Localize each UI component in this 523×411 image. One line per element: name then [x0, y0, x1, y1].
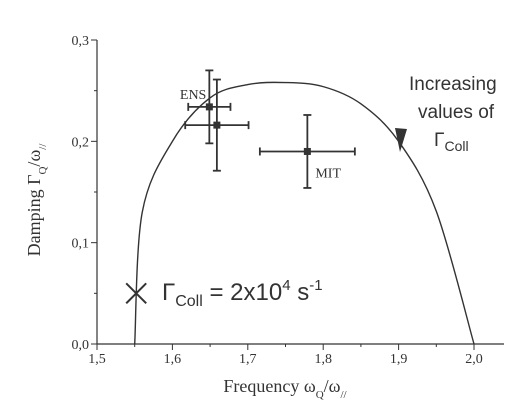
x-axis-title-main: Frequency ω	[223, 376, 315, 396]
increasing-line1: Increasing	[409, 74, 497, 95]
x-axis-title-sub1: Q	[316, 389, 324, 401]
x-axis-title-sep: /ω	[324, 376, 341, 396]
y-axis-title-sub2: //	[37, 143, 49, 150]
increasing-gamma: Γ	[434, 130, 444, 151]
point-label: ENS	[180, 88, 206, 103]
gamma-unit: s	[291, 279, 310, 306]
y-tick-label: 0,3	[72, 34, 90, 49]
chart-axes-layer: 1,5 1,6 1,7 1,8 1,9 2,0 0,0 0,1 0,2 0,3	[72, 34, 504, 367]
x-tick-label: 1,5	[88, 352, 106, 367]
gamma-symbol: Γ	[162, 279, 175, 306]
y-tick-label: 0,0	[72, 338, 90, 353]
y-tick-label: 0,1	[72, 237, 90, 252]
chart-curve-layer	[134, 81, 475, 345]
x-tick-label: 1,8	[314, 352, 332, 367]
y-axis-title-sub1: Q	[37, 167, 49, 175]
data-point	[205, 103, 213, 111]
gamma-exponent: 4	[282, 277, 290, 294]
gamma-unit-exponent: -1	[309, 277, 322, 294]
gamma-coll-annotation: ΓColl = 2x104 s-1	[162, 277, 323, 310]
x-tick-label: 1,6	[164, 352, 182, 367]
x-marker	[125, 282, 147, 305]
increasing-gamma-sub: Coll	[444, 138, 468, 154]
damping-curve	[134, 81, 475, 345]
x-tick-label: 1,9	[390, 352, 408, 367]
y-tick-label: 0,2	[72, 135, 90, 150]
x-tick-label: 2,0	[465, 352, 483, 367]
gamma-subscript: Coll	[175, 293, 203, 310]
data-point	[303, 147, 311, 155]
x-axis-title: Frequency ωQ/ω//	[223, 376, 347, 401]
increasing-line3: ΓColl	[434, 130, 469, 154]
chart-points-layer: ENS MIT	[125, 69, 356, 305]
x-tick-label: 1,7	[239, 352, 257, 367]
data-point	[213, 121, 221, 129]
increasing-arrow-icon	[395, 128, 407, 152]
x-axis-title-sub2: //	[341, 389, 348, 401]
gamma-equals: = 2x10	[203, 279, 282, 306]
y-axis-title-sep: /ω	[24, 150, 44, 167]
increasing-line2: values of	[418, 102, 495, 123]
y-axis-title: Damping ΓQ/ω//	[24, 143, 49, 257]
point-label: MIT	[315, 166, 341, 181]
y-axis-title-main: Damping Γ	[24, 175, 44, 257]
